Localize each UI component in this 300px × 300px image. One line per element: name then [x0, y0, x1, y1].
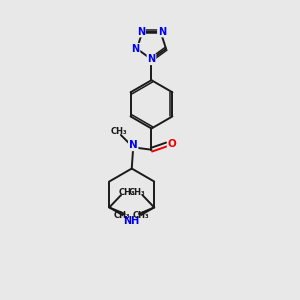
Text: CH₃: CH₃ [133, 211, 149, 220]
Text: CH₃: CH₃ [114, 211, 130, 220]
Text: CH₃: CH₃ [128, 188, 145, 197]
Text: N: N [147, 54, 155, 64]
Text: CH₃: CH₃ [110, 127, 127, 136]
Text: N: N [158, 27, 166, 37]
Text: CH₃: CH₃ [118, 188, 135, 197]
Text: O: O [168, 140, 176, 149]
Text: N: N [131, 44, 140, 54]
Text: N: N [129, 140, 138, 150]
Text: N: N [137, 27, 145, 37]
Text: NH: NH [124, 216, 140, 226]
